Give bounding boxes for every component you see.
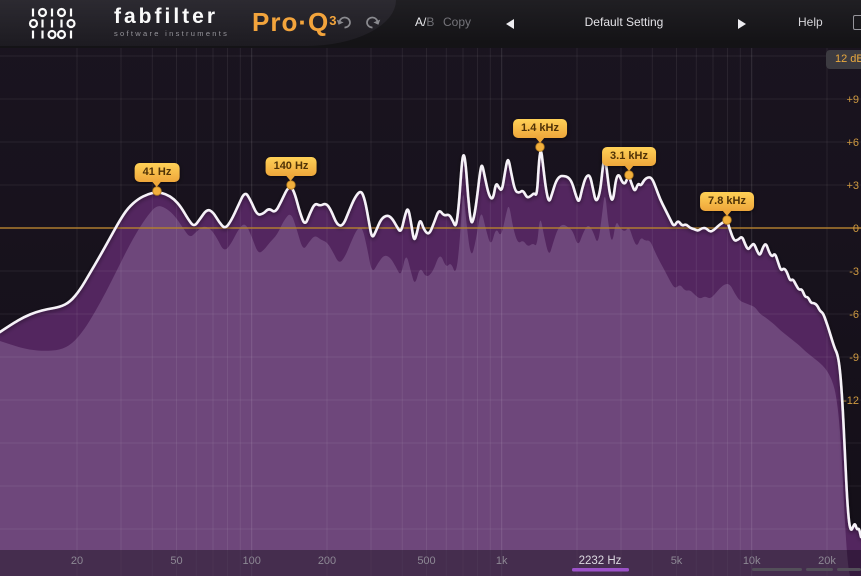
eq-band-tooltip-7800[interactable]: 7.8 kHz — [700, 192, 754, 211]
freq-label-20: 20 — [71, 555, 83, 567]
logo-panel: fabfilter software instruments Pro·Q3 — [0, 0, 396, 46]
fabfilter-wordmark: fabfilter software instruments — [114, 5, 230, 38]
eq-band-dot-140[interactable] — [286, 180, 296, 190]
resize-icon[interactable] — [853, 15, 861, 30]
frequency-tick-labels: 20 50 100 200 500 1k 5k 10k 20k 2232 Hz — [71, 555, 836, 567]
spectrum-curve — [0, 150, 861, 539]
db-label-0: 0 — [853, 223, 859, 235]
scrollbar-segment[interactable] — [752, 568, 802, 571]
scrollbar-segments[interactable] — [752, 568, 861, 571]
eq-band-dot-7800[interactable] — [722, 215, 732, 225]
db-tick-labels: +9 +6 +3 0 -3 -6 -9 -12 — [843, 94, 859, 407]
zoom-range-indicator[interactable] — [572, 568, 629, 572]
preset-name[interactable]: Default Setting — [584, 15, 664, 29]
eq-band-tooltip-41[interactable]: 41 Hz — [134, 163, 180, 182]
preset-next-button[interactable] — [738, 19, 746, 29]
redo-icon[interactable] — [364, 15, 381, 30]
eq-band-tooltip-140[interactable]: 140 Hz — [265, 157, 317, 176]
preset-previous-button[interactable] — [506, 19, 514, 29]
freq-label-10k: 10k — [743, 555, 761, 567]
eq-band-dot-3100[interactable] — [624, 170, 634, 180]
fabfilter-logo-icon — [28, 7, 76, 40]
freq-label-5k: 5k — [671, 555, 683, 567]
freq-label-20k: 20k — [818, 555, 836, 567]
db-label--12: -12 — [843, 395, 859, 407]
db-label--9: -9 — [849, 352, 859, 364]
freq-label-1k: 1k — [496, 555, 508, 567]
eq-band-tooltip-3100[interactable]: 3.1 kHz — [602, 147, 656, 166]
db-label-+9: +9 — [846, 94, 859, 106]
eq-band-dot-41[interactable] — [152, 186, 162, 196]
freq-label-100: 100 — [243, 555, 261, 567]
cursor-frequency-readout: 2232 Hz — [579, 555, 622, 567]
copy-button[interactable]: Copy — [443, 15, 472, 29]
db-gridlines — [0, 55, 861, 530]
db-label--3: -3 — [849, 266, 859, 278]
scrollbar-segment[interactable] — [806, 568, 833, 571]
scrollbar-segment[interactable] — [837, 568, 861, 571]
title-bar: fabfilter software instruments Pro·Q3 A/… — [0, 0, 861, 48]
db-label--6: -6 — [849, 309, 859, 321]
eq-band-dot-1400[interactable] — [535, 142, 545, 152]
product-logo: Pro·Q3 — [252, 7, 338, 37]
help-button[interactable]: Help — [798, 15, 823, 29]
undo-icon[interactable] — [336, 15, 353, 30]
db-range-selector[interactable]: 12 dB — [826, 50, 861, 69]
freq-label-500: 500 — [417, 555, 435, 567]
freq-label-200: 200 — [318, 555, 336, 567]
frequency-axis-strip — [0, 550, 861, 576]
spectrum-overlay-fill — [0, 194, 850, 576]
db-label-+6: +6 — [846, 137, 859, 149]
ab-compare-button[interactable]: A/B — [415, 15, 435, 29]
eq-band-tooltip-1400[interactable]: 1.4 kHz — [513, 119, 567, 138]
db-label-+3: +3 — [846, 180, 859, 192]
frequency-gridlines — [76, 48, 828, 576]
freq-label-50: 50 — [170, 555, 182, 567]
